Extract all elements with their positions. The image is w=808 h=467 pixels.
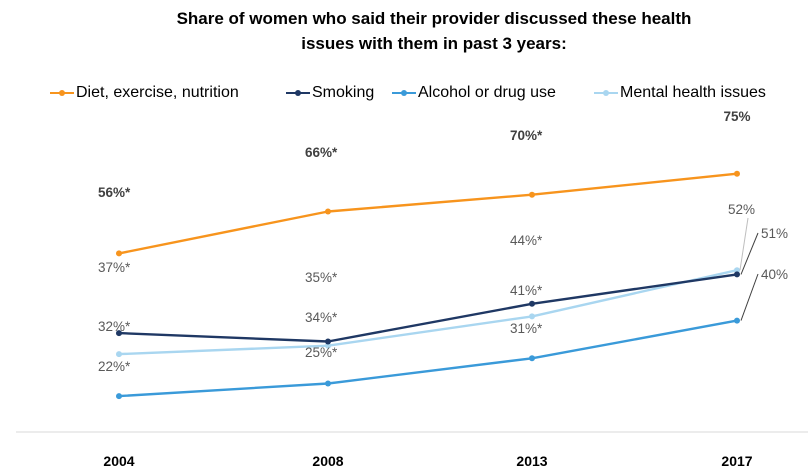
data-label-mental-2013: 41%* (510, 283, 543, 298)
series-line-smoking (118, 273, 738, 343)
data-label-alcohol-2013: 31%* (510, 321, 543, 336)
data-label-smoking-2017: 51% (761, 226, 788, 241)
data-point-smoking-2004 (116, 330, 122, 337)
data-label-diet-2017: 75% (723, 109, 750, 124)
x-tick-label-2017: 2017 (721, 453, 752, 467)
legend-label-alcohol: Alcohol or drug use (418, 84, 556, 101)
x-tick-label-2004: 2004 (103, 453, 134, 467)
data-label-diet-2013: 70%* (510, 128, 543, 143)
legend-item-diet: Diet, exercise, nutrition (50, 82, 239, 104)
legend: Diet, exercise, nutrition Smoking Alcoho… (0, 82, 808, 104)
legend-label-mental: Mental health issues (620, 84, 766, 101)
legend-swatch-alcohol (392, 83, 416, 103)
data-point-diet-2013 (529, 191, 535, 198)
data-label-mental-2004: 32%* (98, 319, 131, 334)
data-point-mental-2008 (325, 342, 331, 349)
data-point-mental-2013 (529, 313, 535, 320)
data-label-diet-2008: 66%* (305, 145, 338, 160)
series-line-alcohol (118, 319, 738, 398)
data-label-alcohol-2008: 25%* (305, 345, 338, 360)
x-tick-label-2008: 2008 (312, 453, 343, 467)
data-label-alcohol-2017: 40% (761, 267, 788, 282)
chart-title-line-1: Share of women who said their provider d… (176, 9, 692, 28)
legend-item-alcohol: Alcohol or drug use (392, 82, 556, 104)
data-label-smoking-2004: 37%* (98, 260, 131, 275)
legend-label-diet: Diet, exercise, nutrition (76, 84, 239, 101)
chart-title: Share of women who said their provider d… (60, 6, 808, 56)
data-label-smoking-2013: 44%* (510, 233, 543, 248)
x-tick-label-2013: 2013 (516, 453, 547, 467)
series-line-diet (118, 172, 738, 255)
series-line-mental (118, 269, 738, 356)
data-label-smoking-2008: 35%* (305, 270, 338, 285)
data-point-alcohol-2013 (529, 355, 535, 362)
data-point-alcohol-2017 (734, 317, 740, 324)
data-label-diet-2004: 56%* (98, 185, 131, 200)
legend-swatch-smoking (286, 83, 310, 103)
data-label-alcohol-2004: 22%* (98, 359, 131, 374)
data-point-diet-2004 (116, 250, 122, 257)
leader-line-mental-2017 (739, 217, 749, 271)
data-point-smoking-2013 (529, 300, 535, 307)
data-point-diet-2008 (325, 208, 331, 215)
data-point-smoking-2017 (734, 271, 740, 278)
data-point-alcohol-2004 (116, 393, 122, 400)
leader-line-alcohol-2017 (740, 273, 759, 321)
data-point-mental-2017 (734, 267, 740, 274)
legend-swatch-diet (50, 83, 74, 103)
legend-swatch-mental (594, 83, 618, 103)
data-point-alcohol-2008 (325, 380, 331, 387)
data-point-diet-2017 (734, 170, 740, 177)
chart-title-line-2: issues with them in past 3 years: (301, 34, 567, 53)
legend-label-smoking: Smoking (312, 84, 375, 101)
legend-item-smoking: Smoking (286, 82, 374, 104)
data-label-mental-2017: 52% (728, 202, 755, 217)
legend-item-mental: Mental health issues (594, 82, 766, 104)
leader-line-smoking-2017 (740, 232, 759, 275)
data-point-smoking-2008 (325, 338, 331, 345)
data-label-mental-2008: 34%* (305, 310, 338, 325)
data-point-mental-2004 (116, 351, 122, 358)
